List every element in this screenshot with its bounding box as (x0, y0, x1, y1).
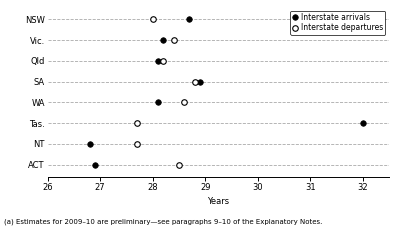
X-axis label: Years: Years (207, 197, 229, 206)
Text: (a) Estimates for 2009–10 are preliminary—see paragraphs 9–10 of the Explanatory: (a) Estimates for 2009–10 are preliminar… (4, 218, 322, 225)
Legend: Interstate arrivals, Interstate departures: Interstate arrivals, Interstate departur… (290, 11, 385, 35)
